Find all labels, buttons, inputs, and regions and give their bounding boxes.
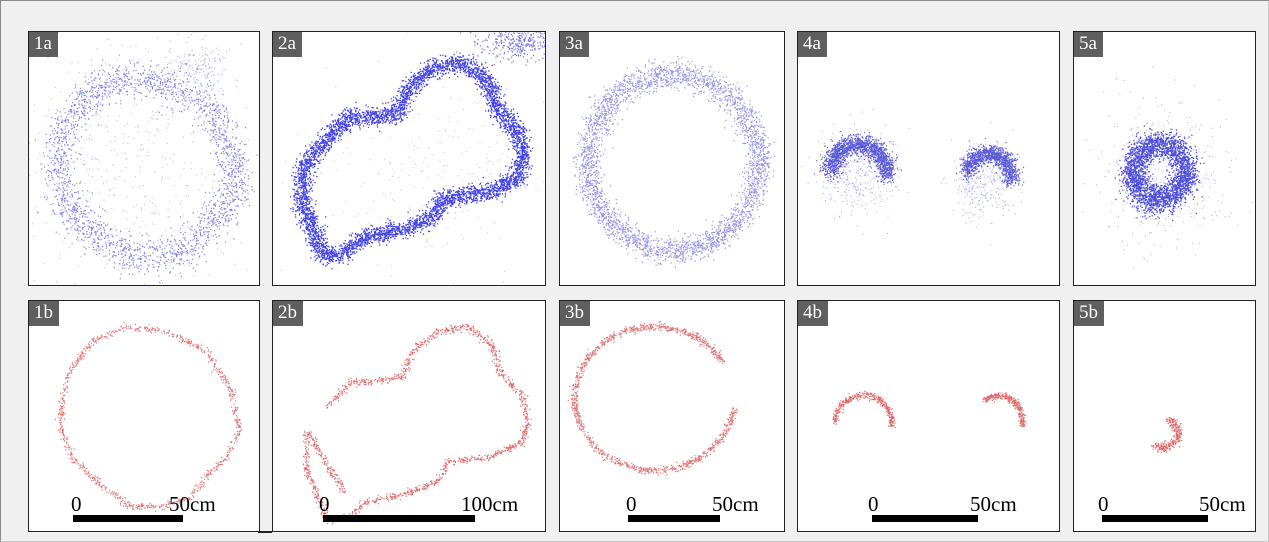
panel-3b: 3b 0 50cm — [559, 300, 785, 532]
panel-1b: 1b 0 50cm — [28, 300, 260, 532]
scale-bar-length-label: 50cm — [169, 492, 216, 516]
point-cloud-1b — [54, 322, 242, 512]
panel-label-2a: 2a — [273, 32, 302, 57]
scale-bar — [323, 515, 475, 522]
panel-4a: 4a — [797, 31, 1060, 286]
panel-label-4b: 4b — [798, 301, 828, 326]
panel-label-5b: 5b — [1074, 301, 1104, 326]
panel-label-1a: 1a — [29, 32, 58, 57]
point-cloud-5a — [1082, 66, 1253, 269]
scale-bar-length-label: 50cm — [712, 492, 759, 516]
scale-bar-zero-label: 0 — [626, 492, 637, 516]
scale-bar — [872, 515, 978, 522]
panel-label-2b: 2b — [273, 301, 303, 326]
point-cloud-5b — [1150, 417, 1183, 454]
panel-label-4a: 4a — [798, 32, 827, 57]
panel-5b: 5b 0 50cm — [1073, 300, 1256, 532]
scale-bar-zero-label: 0 — [71, 492, 82, 516]
scale-bar-length-label: 50cm — [1199, 492, 1246, 516]
scale-bar — [73, 515, 183, 522]
scale-bar — [1102, 515, 1208, 522]
panel-label-5a: 5a — [1074, 32, 1103, 57]
panel-5a: 5a — [1073, 31, 1256, 286]
point-cloud-4b — [832, 390, 1027, 429]
scale-bar-length-label: 50cm — [970, 492, 1017, 516]
scale-bar — [628, 515, 720, 522]
panel-label-3a: 3a — [560, 32, 589, 57]
point-cloud-2a — [280, 32, 545, 285]
panel-3a: 3a — [559, 31, 785, 286]
point-cloud-1a — [29, 32, 259, 285]
frame-notch — [258, 531, 272, 533]
panel-2a: 2a — [272, 31, 546, 286]
panel-label-3b: 3b — [560, 301, 590, 326]
scale-bar-length-label: 100cm — [461, 492, 519, 516]
panel-label-1b: 1b — [29, 301, 59, 326]
panel-1a: 1a — [28, 31, 260, 286]
scale-bar-zero-label: 0 — [868, 492, 879, 516]
panel-4b: 4b 0 50cm — [797, 300, 1060, 532]
scale-bar-zero-label: 0 — [1098, 492, 1109, 516]
point-cloud-4a — [801, 108, 1025, 246]
panel-2b: 2b 0 100cm — [272, 300, 546, 532]
scale-bar-zero-label: 0 — [319, 492, 330, 516]
point-cloud-3a — [572, 56, 776, 268]
